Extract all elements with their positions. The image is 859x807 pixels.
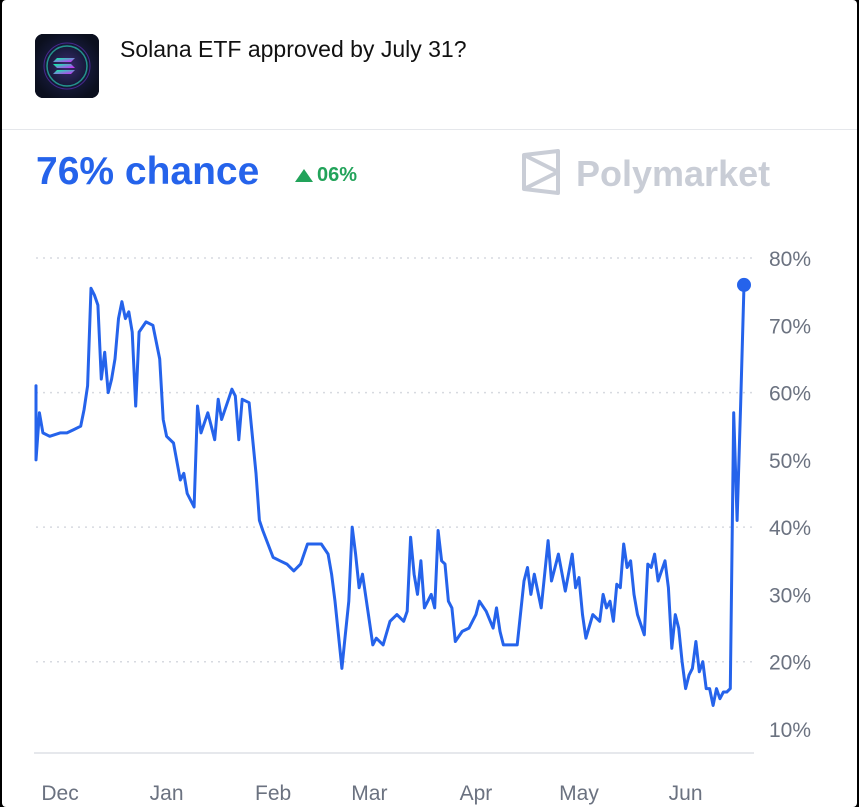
y-tick-label: 30% (769, 584, 811, 607)
polymarket-logo-icon (520, 148, 562, 200)
y-tick-label: 20% (769, 652, 811, 675)
brand-name: Polymarket (576, 153, 771, 194)
series-line (34, 283, 746, 707)
x-tick-label: Feb (255, 782, 291, 805)
gridlines (36, 257, 754, 663)
solana-logo-icon (35, 34, 99, 98)
x-axis-ticks: Dec Jan Feb Mar Apr May Jun (41, 782, 702, 805)
series-end-point[interactable] (737, 277, 751, 292)
brand: Polymarket (520, 148, 771, 200)
y-tick-label: 60% (769, 383, 811, 406)
x-tick-label: Mar (351, 782, 387, 805)
market-title[interactable]: Solana ETF approved by July 31? (120, 36, 467, 62)
x-tick-label: Jun (669, 782, 703, 805)
x-tick-label: Dec (41, 782, 78, 805)
x-tick-label: Apr (460, 782, 493, 805)
triangle-up-icon (295, 168, 313, 182)
x-tick-label: Jan (150, 782, 184, 805)
change-indicator: 06% (295, 162, 357, 188)
y-tick-label: 10% (769, 719, 811, 742)
y-tick-label: 40% (769, 517, 811, 540)
y-tick-label: 70% (769, 315, 811, 338)
x-tick-label: May (559, 782, 599, 805)
market-header: Solana ETF approved by July 31? (2, 0, 857, 130)
y-axis-ticks: 80% 70% 60% 50% 40% 30% 20% 10% (769, 248, 811, 742)
chance-value: 76% chance (36, 150, 260, 193)
change-value: 06% (317, 164, 358, 186)
y-tick-label: 80% (769, 248, 811, 271)
y-tick-label: 50% (769, 450, 811, 473)
